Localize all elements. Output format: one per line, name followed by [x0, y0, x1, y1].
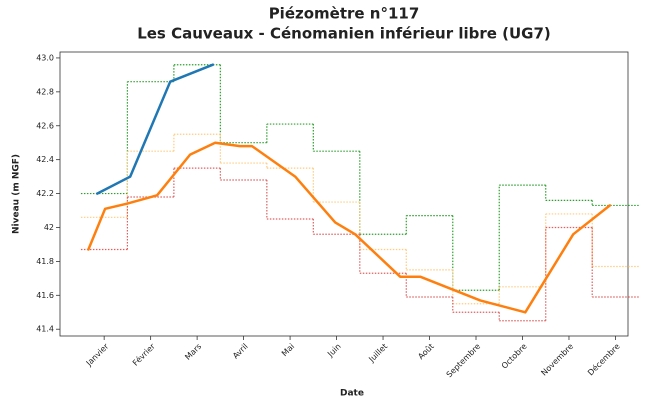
y-tick-label: 41.4: [36, 325, 54, 334]
y-tick-label: 42.6: [36, 121, 54, 130]
x-tick-label: Mai: [280, 342, 296, 358]
chart-title: Piézomètre n°117: [269, 5, 420, 23]
x-tick-label: Août: [416, 342, 435, 361]
x-tick-label: Février: [130, 341, 157, 368]
y-tick-label: 42.2: [36, 189, 54, 198]
y-tick-label: 41.6: [36, 291, 54, 300]
y-tick-label: 43.0: [36, 53, 54, 62]
x-tick-label: Janvier: [84, 341, 111, 368]
plot-frame: [59, 51, 629, 337]
y-tick-label: 42: [44, 223, 54, 232]
x-tick-label: Septembre: [445, 342, 483, 380]
y-tick-label: 42.4: [36, 155, 54, 164]
x-tick-label: Décembre: [585, 341, 621, 377]
x-tick-label: Novembre: [539, 342, 575, 378]
x-axis-label: Date: [340, 389, 364, 399]
y-axis-label: Niveau (m NGF): [12, 154, 22, 234]
x-tick-label: Juillet: [366, 342, 389, 365]
series-line: [87, 141, 612, 314]
series-line: [95, 63, 215, 195]
x-tick-label: Octobre: [500, 342, 529, 371]
x-tick-label: Avril: [231, 342, 250, 361]
y-tick-label: 42.8: [36, 87, 54, 96]
y-tick-label: 41.8: [36, 257, 54, 266]
x-tick-label: Mars: [183, 342, 203, 362]
x-tick-label: Juin: [325, 342, 342, 359]
chart-subtitle: Les Cauveaux - Cénomanien inférieur libr…: [137, 25, 551, 43]
